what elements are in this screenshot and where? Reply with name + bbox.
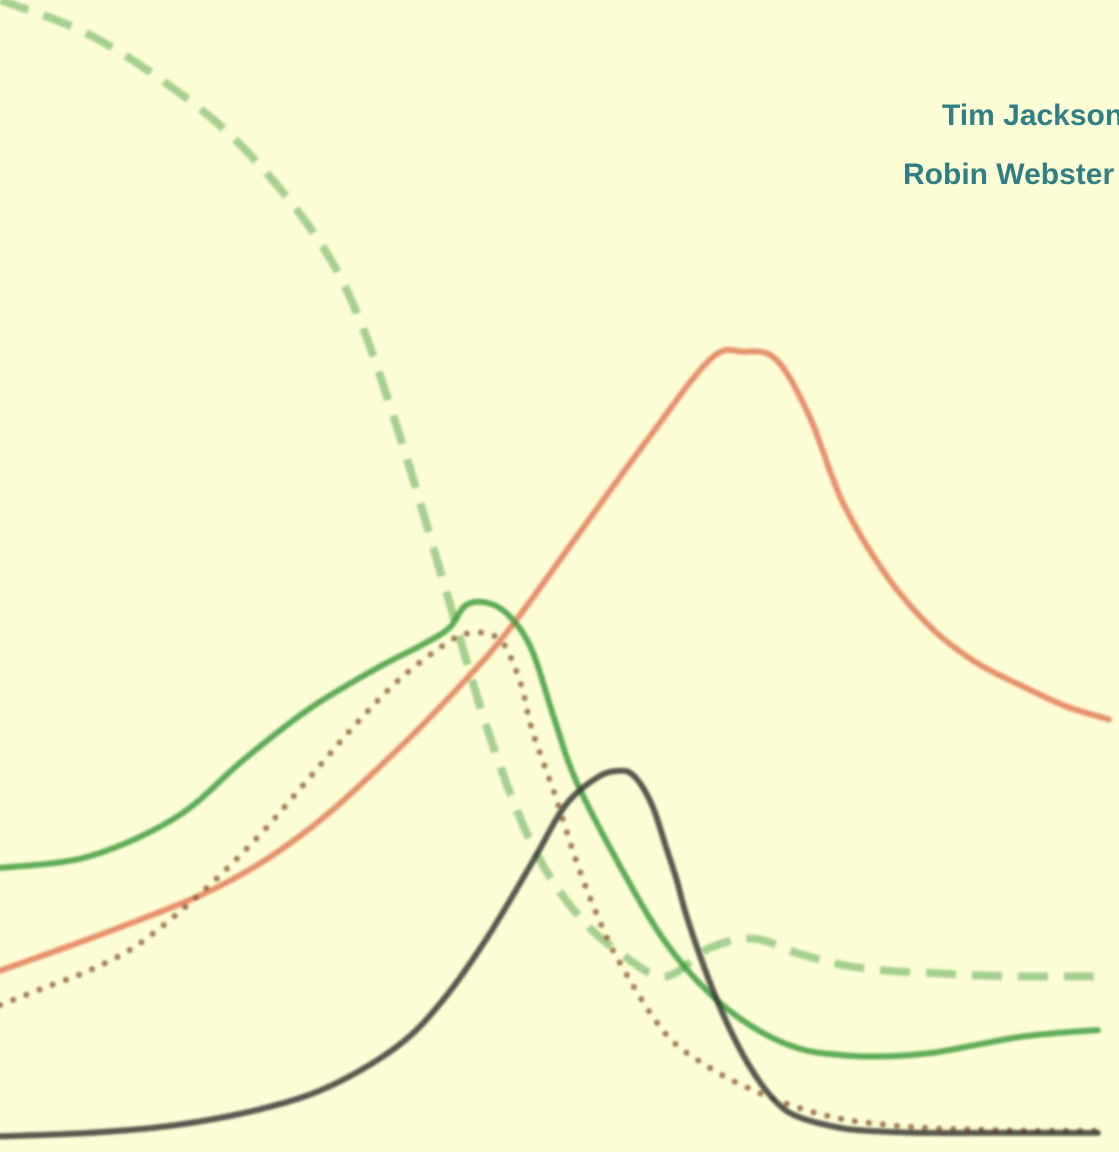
credit-name-2: Robin Webster — [903, 158, 1114, 191]
credit-name-1: Tim Jackson — [942, 99, 1119, 132]
series-line-5 — [0, 767, 1101, 1140]
series-line-3 — [0, 0, 1098, 981]
series-line-2 — [0, 598, 1101, 1060]
series-line-1 — [0, 346, 1112, 974]
